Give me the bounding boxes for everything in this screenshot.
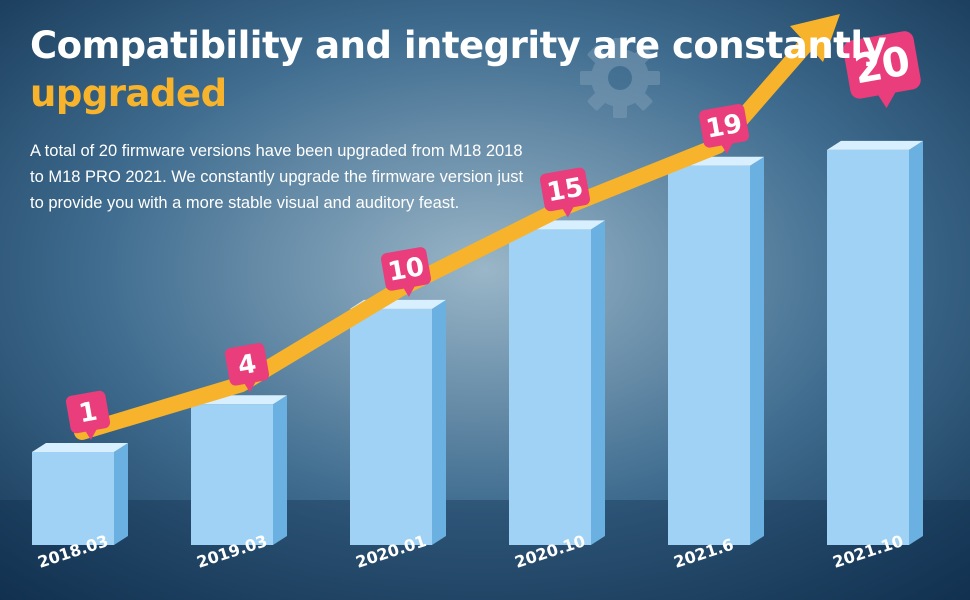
bar-top (827, 140, 923, 150)
bar (668, 165, 750, 546)
value-label: 20 (850, 37, 913, 93)
bar-side (750, 156, 764, 546)
title-main: Compatibility and integrity are constant… (30, 24, 887, 67)
bar (827, 149, 909, 545)
bar-side (273, 395, 287, 545)
badge-bubble (699, 104, 749, 148)
gear-icon (580, 38, 660, 118)
bar-side (432, 299, 446, 545)
value-label: 19 (704, 109, 745, 145)
badge-tail (721, 142, 734, 154)
bar-side (114, 443, 128, 545)
bar (191, 404, 273, 545)
bar-side (591, 220, 605, 545)
value-label: 10 (386, 252, 427, 288)
badge-bubble (65, 390, 111, 434)
bar-side (909, 140, 923, 545)
badge-tail (403, 285, 416, 297)
bars-group (32, 140, 923, 546)
value-badge: 4 (224, 343, 270, 393)
badge-tail (877, 91, 897, 109)
badge-tail (562, 206, 575, 218)
value-label: 4 (236, 349, 259, 382)
floor-shadow (0, 500, 970, 600)
badge-bubble (843, 31, 921, 99)
badge-tail (244, 380, 257, 393)
badge-bubble (381, 247, 431, 291)
value-badge: 10 (381, 247, 431, 297)
value-label: 15 (545, 172, 586, 208)
badge-tail (85, 428, 98, 440)
badges-group: 1 4 10 15 19 20 (65, 31, 921, 440)
page-title: Compatibility and integrity are constant… (30, 22, 970, 118)
value-badge: 1 (65, 390, 111, 440)
value-badge: 20 (843, 31, 921, 109)
bar-top (32, 443, 128, 452)
title-highlight: upgraded (30, 72, 227, 115)
badge-bubble (540, 167, 590, 212)
bar (350, 308, 432, 545)
value-label: 1 (77, 397, 100, 430)
bar (32, 452, 114, 545)
description-text: A total of 20 firmware versions have bee… (30, 142, 524, 212)
value-badge: 19 (699, 104, 749, 154)
badge-bubble (224, 343, 270, 386)
bar (509, 229, 591, 545)
trend-arrow-head (790, 14, 840, 62)
value-badge: 15 (540, 167, 590, 218)
